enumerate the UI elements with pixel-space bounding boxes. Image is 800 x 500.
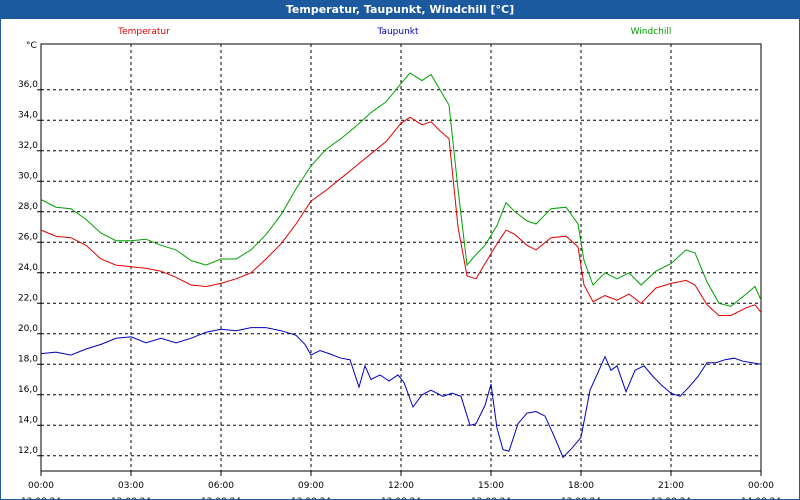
- y-tick-label: 24,0: [18, 263, 38, 273]
- x-tick-date: 13.08.24: [201, 497, 241, 499]
- grid: [41, 44, 761, 471]
- line-chart: 12,0 14,0 16,0 18,0 20,0 22,0 24,0 26,0 28,0 30,0…: [18, 27, 781, 499]
- legend-entry-taupunkt: Taupunkt: [376, 27, 419, 37]
- x-tick-date: 13.08.24: [471, 497, 511, 499]
- window-title: Temperatur, Taupunkt, Windchill [°C]: [1, 1, 799, 19]
- y-tick-label: 26,0: [18, 232, 38, 242]
- y-tick-label: 22,0: [18, 293, 38, 303]
- y-tick-label: 30,0: [18, 171, 38, 181]
- series-line-windchill: [40, 72, 762, 307]
- legend: Temperatur Taupunkt Windchill: [117, 27, 671, 37]
- x-tick-time: 06:00: [208, 481, 234, 491]
- x-tick-date: 14.08.24: [741, 497, 781, 499]
- x-tick-date: 13.08.24: [21, 497, 61, 499]
- x-tick-date: 13.08.24: [381, 497, 421, 499]
- y-tick-label: 14,0: [18, 415, 38, 425]
- x-tick-date: 13.08.24: [291, 497, 331, 499]
- x-tick-time: 12:00: [388, 481, 414, 491]
- x-tick-date: 13.08.24: [561, 497, 601, 499]
- axes: 12,0 14,0 16,0 18,0 20,0 22,0 24,0 26,0 28,0 30,0…: [18, 41, 781, 499]
- legend-entry-temperatur: Temperatur: [117, 27, 170, 37]
- series-line-taupunkt: [40, 327, 762, 459]
- x-tick-time: 00:00: [748, 481, 774, 491]
- y-tick-label: 18,0: [18, 354, 38, 364]
- legend-entry-windchill: Windchill: [631, 27, 672, 37]
- series-line-temperatur: [40, 116, 762, 316]
- y-tick-label: 16,0: [18, 385, 38, 395]
- x-tick-time: 03:00: [118, 481, 144, 491]
- x-tick-time: 21:00: [658, 481, 684, 491]
- y-tick-label: 36,0: [18, 80, 38, 90]
- x-tick-time: 15:00: [478, 481, 504, 491]
- series-lines: [40, 72, 762, 459]
- x-tick-time: 00:00: [28, 481, 54, 491]
- x-tick-date: 13.08.24: [111, 497, 151, 499]
- x-tick-time: 18:00: [568, 481, 594, 491]
- y-tick-label: 28,0: [18, 202, 38, 212]
- x-tick-date: 13.08.24: [651, 497, 691, 499]
- y-tick-label: 32,0: [18, 141, 38, 151]
- y-tick-label: 34,0: [18, 110, 38, 120]
- x-tick-time: 09:00: [298, 481, 324, 491]
- y-tick-label: 20,0: [18, 324, 38, 334]
- y-tick-label: 12,0: [18, 446, 38, 456]
- y-axis-label: °C: [26, 41, 37, 51]
